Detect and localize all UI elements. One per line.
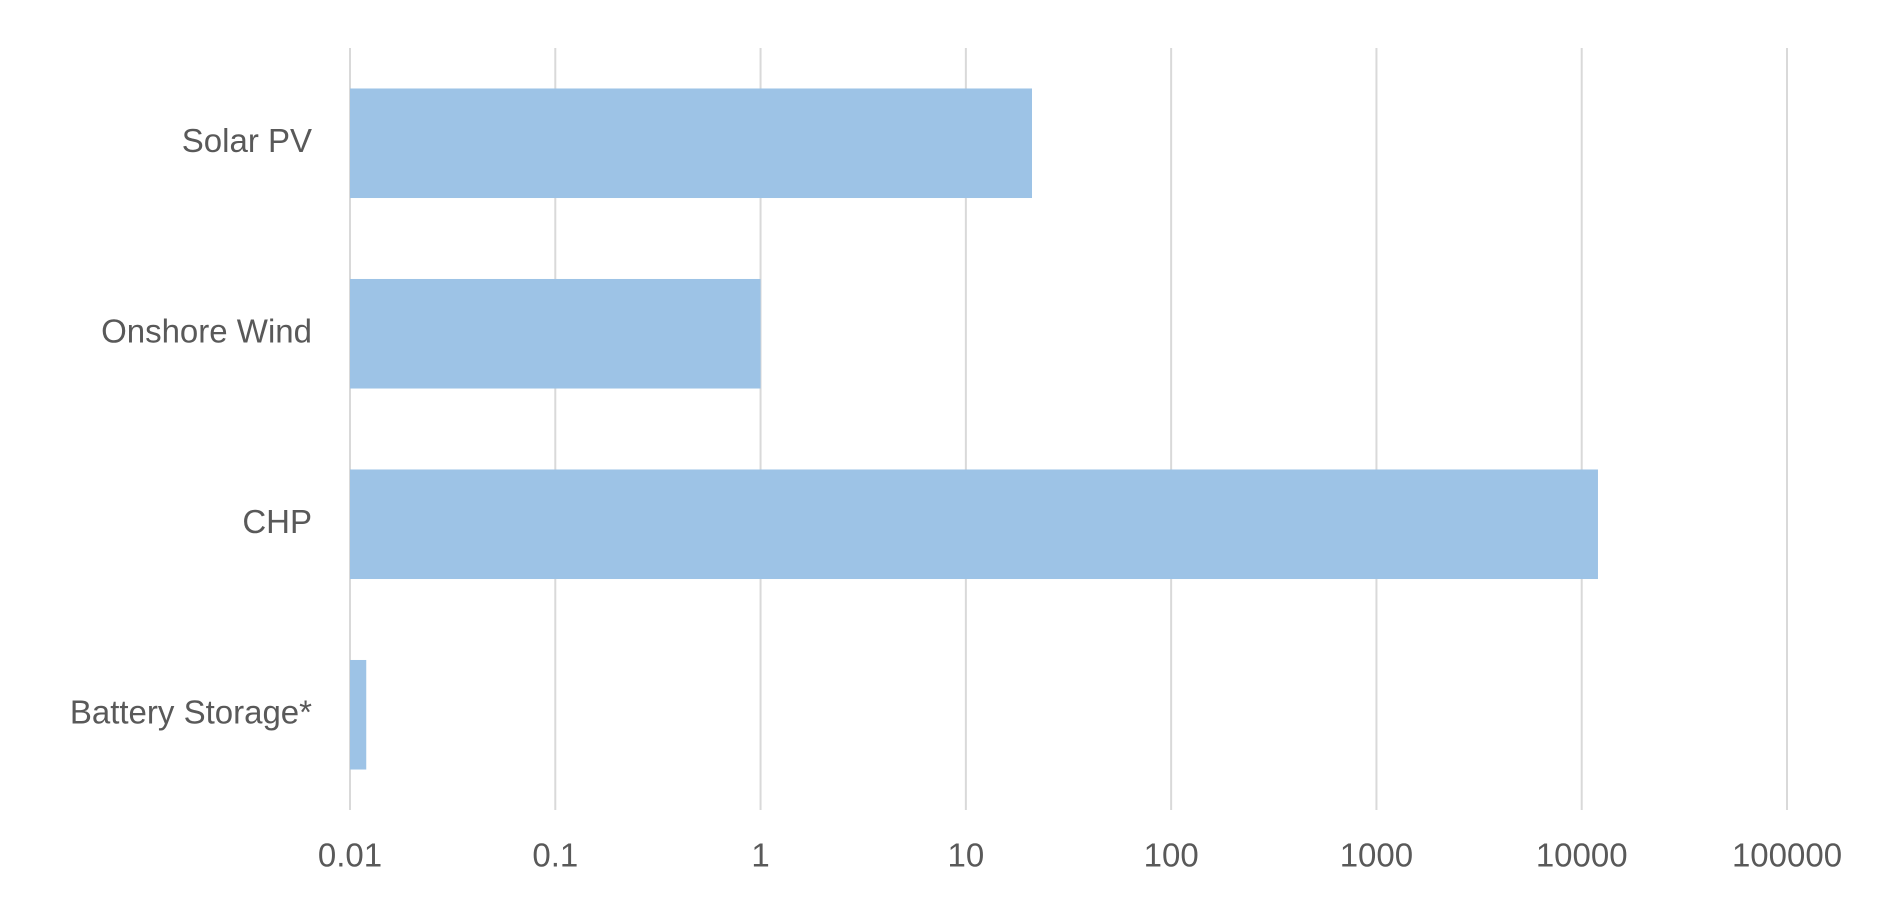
y-tick-label: Onshore Wind: [101, 312, 312, 349]
x-tick-label: 10: [947, 837, 984, 874]
x-tick-label: 1: [751, 837, 769, 874]
bar: [350, 469, 1598, 580]
x-tick-label: 0.01: [318, 837, 382, 874]
x-tick-label: 100000: [1732, 837, 1842, 874]
bar: [350, 659, 367, 770]
x-tick-label: 100: [1144, 837, 1199, 874]
y-tick-label: Solar PV: [182, 122, 312, 159]
x-tick-label: 1000: [1340, 837, 1413, 874]
y-tick-label: CHP: [242, 503, 312, 540]
bar: [350, 278, 761, 389]
x-tick-label: 0.1: [532, 837, 578, 874]
bar: [350, 88, 1033, 199]
x-tick-label: 10000: [1536, 837, 1628, 874]
y-tick-label: Battery Storage*: [70, 693, 312, 730]
